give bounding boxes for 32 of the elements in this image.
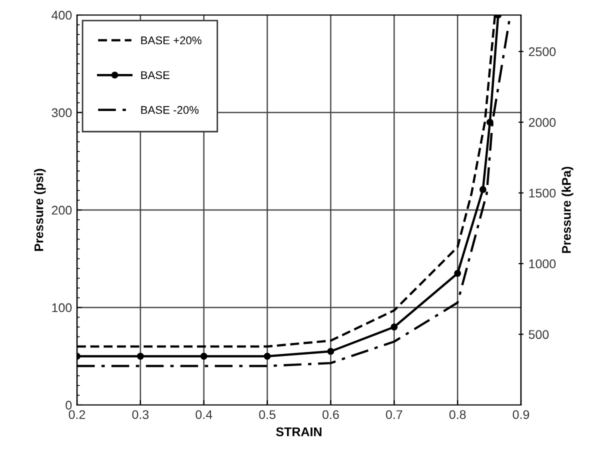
y-tick-label: 400 <box>52 10 72 20</box>
point <box>390 324 398 330</box>
point <box>486 118 494 126</box>
x-tick-label: 0.6 <box>322 410 339 420</box>
x-tick-label: 0.5 <box>259 410 276 420</box>
point <box>479 186 486 193</box>
y2-tick-label: 1500 <box>529 188 556 198</box>
x-tick-label: 0.9 <box>512 410 530 420</box>
legend-label: BASE +20% <box>141 36 202 44</box>
x-tick-label: 0.4 <box>196 410 212 420</box>
y2-tick-label: 1000 <box>529 259 556 268</box>
x-tick-label: 0.2 <box>68 410 86 420</box>
point <box>454 270 462 277</box>
point <box>136 352 144 360</box>
y2-axis-title: Pressure (kPa) <box>562 166 574 253</box>
point <box>264 352 271 360</box>
y2-tick-label: 500 <box>528 330 549 339</box>
y-tick-label: 300 <box>52 108 72 118</box>
x-tick-label: 0.3 <box>132 410 149 420</box>
y-tick-label: 100 <box>52 303 72 312</box>
point <box>327 348 334 355</box>
legend-label: BASE <box>141 71 170 80</box>
x-tick-label: 0.8 <box>449 410 466 420</box>
y-tick-label: 200 <box>52 206 72 215</box>
point <box>200 352 208 360</box>
legend-label: BASE -20% <box>141 106 199 114</box>
y2-tick-label: 2000 <box>528 118 556 127</box>
y-axis-title: Pressure (psi) <box>34 168 46 251</box>
x-axis-title: STRAIN <box>276 427 322 436</box>
y2-tick-label: 2500 <box>528 47 556 56</box>
y-tick-label: 0 <box>66 400 72 410</box>
x-tick-label: 0.7 <box>386 410 402 420</box>
